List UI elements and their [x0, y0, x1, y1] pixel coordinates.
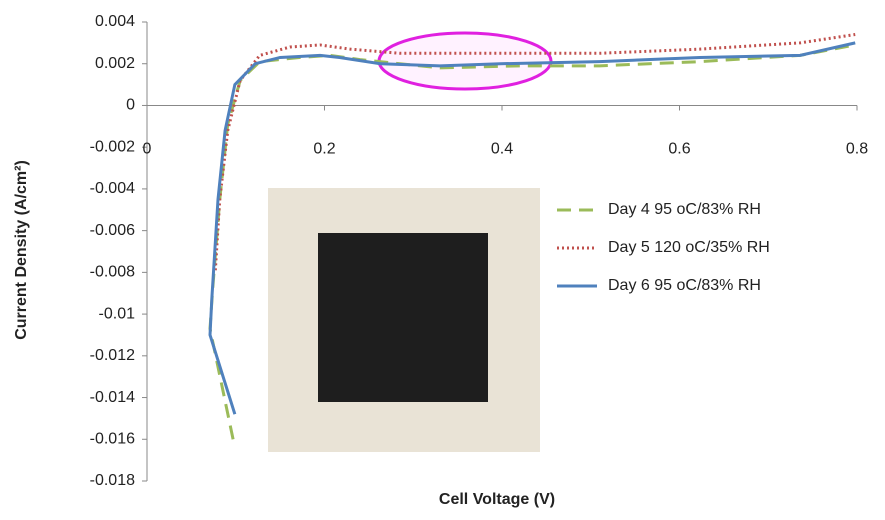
chart: Cell Voltage (V) Current Density (A/cm²)… [0, 0, 885, 515]
y-tick-label: -0.006 [90, 222, 135, 239]
y-tick-label: -0.004 [90, 180, 135, 197]
y-tick-label: 0 [126, 97, 135, 114]
y-tick-label: -0.016 [90, 430, 135, 447]
y-axis-label: Current Density (A/cm²) [13, 160, 30, 340]
legend-label: Day 5 120 oC/35% RH [608, 239, 770, 256]
x-tick-label: 0.4 [491, 141, 513, 158]
y-tick-label: -0.014 [90, 389, 135, 406]
y-tick-label: -0.008 [90, 264, 135, 281]
y-tick-label: 0.002 [95, 55, 135, 72]
y-tick-label: -0.002 [90, 138, 135, 155]
highlight-ellipse [379, 33, 551, 89]
y-tick-label: -0.012 [90, 347, 135, 364]
inset-sample [318, 233, 488, 402]
x-tick-label: 0.2 [313, 141, 335, 158]
page: Cell Voltage (V) Current Density (A/cm²)… [0, 0, 885, 520]
x-tick-label: 0.6 [668, 141, 690, 158]
x-tick-label: 0.8 [846, 141, 868, 158]
x-axis-label: Cell Voltage (V) [439, 491, 555, 508]
y-tick-label: -0.018 [90, 472, 135, 489]
y-tick-label: -0.01 [99, 305, 136, 322]
x-tick-label: 0 [143, 141, 152, 158]
y-tick-label: 0.004 [95, 13, 135, 30]
legend-label: Day 6 95 oC/83% RH [608, 277, 761, 294]
legend-label: Day 4 95 oC/83% RH [608, 201, 761, 218]
